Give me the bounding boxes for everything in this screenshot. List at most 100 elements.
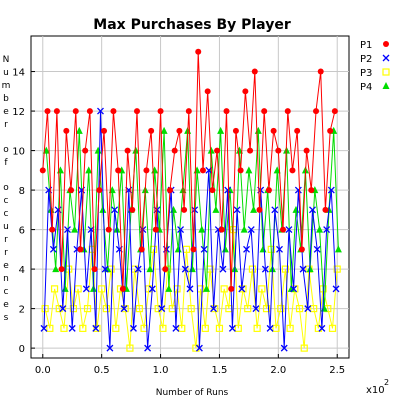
data-point-triangle xyxy=(85,166,93,174)
data-point-square xyxy=(178,324,186,332)
data-point-circle xyxy=(58,266,65,273)
data-point-triangle xyxy=(160,126,168,134)
legend-marker-p2 xyxy=(382,54,390,62)
data-point-x xyxy=(195,344,203,352)
data-point-square xyxy=(159,324,167,332)
data-point-square xyxy=(286,324,294,332)
data-point-circle xyxy=(129,206,136,213)
legend-marker-p1 xyxy=(383,41,389,47)
y-axis-label-char: m xyxy=(2,81,11,91)
data-point-circle xyxy=(247,147,254,154)
legend-label-p4: P4 xyxy=(360,82,372,93)
data-point-x xyxy=(148,285,156,293)
data-point-square xyxy=(300,344,308,352)
y-axis-label-char: c xyxy=(4,287,9,297)
data-point-square xyxy=(201,324,209,332)
data-point-circle xyxy=(280,226,287,233)
y-axis-label-char: r xyxy=(4,235,8,245)
data-point-square xyxy=(262,305,271,313)
data-point-circle xyxy=(383,41,389,47)
data-point-x xyxy=(252,305,260,313)
data-point-x xyxy=(233,206,241,214)
y-tick-label: 0 xyxy=(19,344,25,355)
data-point-square xyxy=(239,285,247,293)
data-point-circle xyxy=(204,88,211,95)
data-point-x xyxy=(200,245,208,253)
data-point-circle xyxy=(265,187,272,194)
y-axis-label-char: o xyxy=(3,183,9,193)
x-multiplier-exponent: 2 xyxy=(384,378,389,387)
data-point-circle xyxy=(322,206,329,213)
data-point-square xyxy=(102,305,110,313)
data-point-circle xyxy=(331,108,338,115)
data-point-x xyxy=(271,206,279,214)
data-point-circle xyxy=(101,127,108,134)
data-point-square xyxy=(220,285,228,293)
data-point-triangle xyxy=(245,166,253,174)
data-point-triangle xyxy=(250,205,258,213)
data-point-square xyxy=(234,324,242,332)
data-point-circle xyxy=(176,127,183,134)
data-point-x xyxy=(261,265,269,273)
y-axis-label-char: f xyxy=(4,158,8,168)
data-point-circle xyxy=(119,285,126,292)
y-axis-label-char: o xyxy=(3,145,9,155)
y-tick-label: 12 xyxy=(12,107,25,118)
y-tick-label: 2 xyxy=(19,305,25,316)
data-point-square xyxy=(328,324,337,332)
data-point-circle xyxy=(82,147,89,154)
legend: P1 P2 P3 P4 xyxy=(360,40,390,93)
data-point-circle xyxy=(171,147,178,154)
data-point-circle xyxy=(166,187,173,194)
data-point-x xyxy=(285,226,293,234)
data-point-x xyxy=(224,186,232,194)
y-axis-label-char: N xyxy=(3,55,10,65)
data-point-triangle xyxy=(75,126,83,134)
series-p1 xyxy=(39,48,338,292)
y-axis-label-char: u xyxy=(3,68,9,78)
data-point-triangle xyxy=(240,225,248,233)
legend-label-p3: P3 xyxy=(360,68,372,79)
x-axis-ticks: 0.0 0.5 1.0 1.5 2.0 2.5 xyxy=(35,365,345,376)
y-axis-label-char: e xyxy=(3,261,9,271)
legend-label-p1: P1 xyxy=(360,40,372,51)
data-point-circle xyxy=(313,108,320,115)
data-point-circle xyxy=(275,147,282,154)
data-point-square xyxy=(83,305,92,313)
y-axis-label-char: u xyxy=(3,222,9,232)
data-point-circle xyxy=(115,167,122,174)
data-point-x xyxy=(40,324,48,332)
data-point-triangle xyxy=(198,225,206,233)
data-point-circle xyxy=(209,187,216,194)
y-tick-label: 10 xyxy=(12,147,25,158)
data-point-square xyxy=(60,324,68,332)
data-point-x xyxy=(134,265,142,273)
y-axis-ticks: 0 2 4 6 8 10 12 14 xyxy=(12,68,25,356)
data-point-x xyxy=(186,285,194,293)
y-tick-label: 14 xyxy=(12,68,25,79)
data-point-square xyxy=(121,305,129,313)
data-point-triangle xyxy=(382,82,390,89)
data-point-x xyxy=(228,324,236,332)
data-point-square xyxy=(248,265,257,273)
data-point-square xyxy=(211,305,219,313)
data-point-circle xyxy=(134,108,140,115)
data-point-square xyxy=(382,68,390,76)
data-point-circle xyxy=(72,108,79,115)
data-point-triangle xyxy=(99,205,107,213)
data-point-x xyxy=(210,305,218,313)
data-point-x xyxy=(101,265,109,273)
y-axis-label-char: e xyxy=(3,300,9,310)
y-axis-label-char: b xyxy=(3,94,9,104)
data-point-x xyxy=(59,305,67,313)
data-point-x xyxy=(247,226,255,234)
data-point-circle xyxy=(152,226,159,233)
data-point-square xyxy=(182,245,191,253)
data-point-x xyxy=(181,265,189,273)
data-point-x xyxy=(290,285,298,293)
data-point-circle xyxy=(110,108,117,115)
data-point-circle xyxy=(223,108,230,115)
data-point-circle xyxy=(49,226,56,233)
data-point-square xyxy=(126,344,134,352)
